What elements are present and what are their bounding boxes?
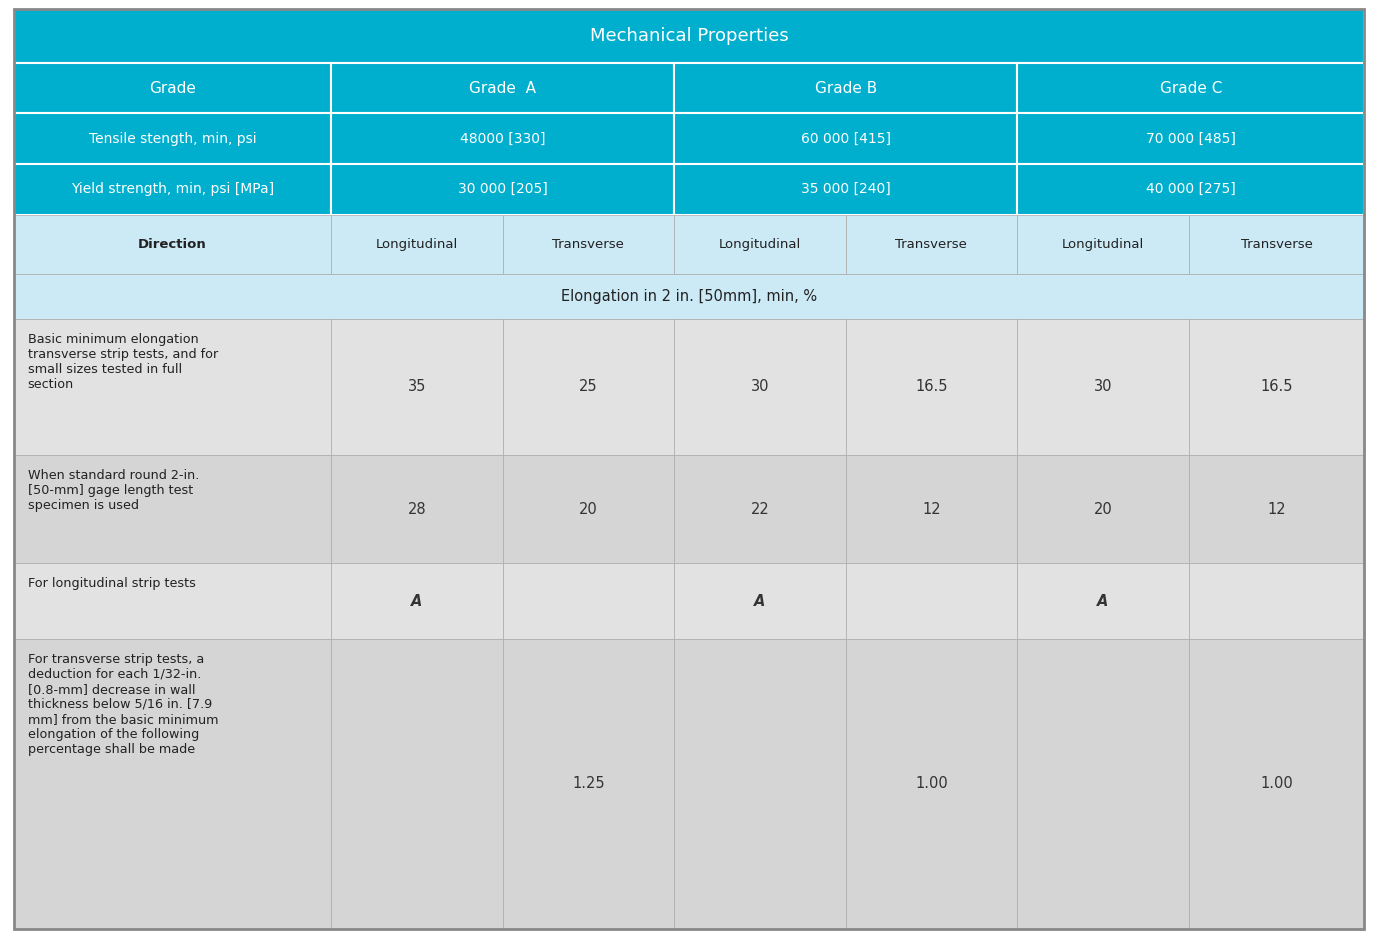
Text: Transverse: Transverse bbox=[896, 238, 967, 251]
Bar bbox=[14, 63, 331, 113]
Bar bbox=[14, 564, 331, 639]
Bar bbox=[1189, 564, 1364, 639]
Bar bbox=[846, 215, 1017, 275]
Text: 30: 30 bbox=[751, 379, 769, 394]
Bar bbox=[14, 639, 331, 929]
Bar bbox=[503, 455, 674, 564]
Text: Transverse: Transverse bbox=[553, 238, 624, 251]
Bar bbox=[1017, 113, 1364, 164]
Text: 35 000 [240]: 35 000 [240] bbox=[801, 182, 890, 196]
Bar bbox=[1017, 455, 1189, 564]
Text: 35: 35 bbox=[408, 379, 426, 394]
Bar bbox=[674, 63, 1017, 113]
Text: When standard round 2-in.
[50-mm] gage length test
specimen is used: When standard round 2-in. [50-mm] gage l… bbox=[28, 469, 198, 512]
Text: Grade C: Grade C bbox=[1159, 81, 1222, 96]
Bar bbox=[674, 215, 846, 275]
Bar bbox=[14, 455, 331, 564]
Text: Tensile stength, min, psi: Tensile stength, min, psi bbox=[88, 131, 256, 145]
Bar bbox=[1017, 564, 1189, 639]
Text: 48000 [330]: 48000 [330] bbox=[460, 131, 546, 145]
Text: Elongation in 2 in. [50mm], min, %: Elongation in 2 in. [50mm], min, % bbox=[561, 289, 817, 304]
Text: A: A bbox=[1097, 594, 1108, 609]
Bar bbox=[503, 564, 674, 639]
Bar bbox=[1017, 215, 1189, 275]
Text: Grade B: Grade B bbox=[814, 81, 876, 96]
Bar bbox=[331, 215, 503, 275]
Text: A: A bbox=[754, 594, 766, 609]
Text: Grade  A: Grade A bbox=[469, 81, 536, 96]
Bar bbox=[503, 639, 674, 929]
Text: Mechanical Properties: Mechanical Properties bbox=[590, 27, 788, 45]
Bar bbox=[674, 564, 846, 639]
Bar bbox=[674, 319, 846, 455]
Bar bbox=[503, 215, 674, 275]
Bar bbox=[846, 455, 1017, 564]
Text: 30: 30 bbox=[1094, 379, 1112, 394]
Bar bbox=[1017, 63, 1364, 113]
Text: For longitudinal strip tests: For longitudinal strip tests bbox=[28, 578, 196, 590]
Bar bbox=[331, 113, 674, 164]
Bar bbox=[846, 564, 1017, 639]
Text: 20: 20 bbox=[579, 502, 598, 517]
Bar bbox=[331, 639, 503, 929]
Bar bbox=[846, 319, 1017, 455]
Bar bbox=[14, 113, 331, 164]
Bar bbox=[1189, 319, 1364, 455]
Bar bbox=[14, 215, 331, 275]
Bar bbox=[14, 164, 331, 215]
Text: 25: 25 bbox=[579, 379, 598, 394]
Text: Longitudinal: Longitudinal bbox=[1062, 238, 1144, 251]
Bar bbox=[674, 639, 846, 929]
Text: Basic minimum elongation
transverse strip tests, and for
small sizes tested in f: Basic minimum elongation transverse stri… bbox=[28, 333, 218, 390]
Bar bbox=[674, 455, 846, 564]
Text: 12: 12 bbox=[1268, 502, 1286, 517]
Text: Longitudinal: Longitudinal bbox=[719, 238, 801, 251]
Text: 28: 28 bbox=[408, 502, 426, 517]
Text: Yield strength, min, psi [MPa]: Yield strength, min, psi [MPa] bbox=[70, 182, 274, 196]
Bar bbox=[1189, 215, 1364, 275]
Text: 1.00: 1.00 bbox=[1259, 776, 1293, 791]
Text: Direction: Direction bbox=[138, 238, 207, 251]
Bar bbox=[331, 564, 503, 639]
Text: Grade: Grade bbox=[149, 81, 196, 96]
Bar bbox=[331, 164, 674, 215]
Text: 60 000 [415]: 60 000 [415] bbox=[801, 131, 890, 145]
Bar bbox=[331, 319, 503, 455]
Bar bbox=[1017, 639, 1189, 929]
Bar bbox=[1017, 319, 1189, 455]
Bar bbox=[14, 9, 1364, 63]
Text: 70 000 [485]: 70 000 [485] bbox=[1145, 131, 1236, 145]
Bar bbox=[1189, 639, 1364, 929]
Bar bbox=[674, 113, 1017, 164]
Text: For transverse strip tests, a
deduction for each 1/32-in.
[0.8-mm] decrease in w: For transverse strip tests, a deduction … bbox=[28, 653, 218, 756]
Bar bbox=[14, 275, 1364, 319]
Text: 1.25: 1.25 bbox=[572, 776, 605, 791]
Bar bbox=[503, 319, 674, 455]
Text: 20: 20 bbox=[1094, 502, 1112, 517]
Text: 16.5: 16.5 bbox=[915, 379, 948, 394]
Text: 12: 12 bbox=[922, 502, 941, 517]
Bar bbox=[14, 319, 331, 455]
Text: Transverse: Transverse bbox=[1240, 238, 1312, 251]
Text: 1.00: 1.00 bbox=[915, 776, 948, 791]
Bar bbox=[331, 455, 503, 564]
Text: 40 000 [275]: 40 000 [275] bbox=[1146, 182, 1236, 196]
Bar bbox=[1017, 164, 1364, 215]
Bar bbox=[1189, 455, 1364, 564]
Bar bbox=[331, 63, 674, 113]
Bar bbox=[846, 639, 1017, 929]
Text: 30 000 [205]: 30 000 [205] bbox=[457, 182, 547, 196]
Text: 16.5: 16.5 bbox=[1261, 379, 1293, 394]
Bar bbox=[674, 164, 1017, 215]
Text: A: A bbox=[411, 594, 423, 609]
Text: 22: 22 bbox=[751, 502, 769, 517]
Text: Longitudinal: Longitudinal bbox=[376, 238, 457, 251]
